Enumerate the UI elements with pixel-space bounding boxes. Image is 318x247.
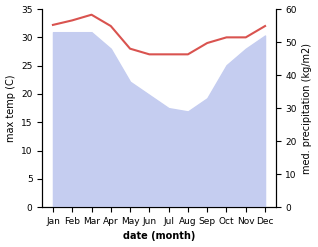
X-axis label: date (month): date (month) xyxy=(123,231,195,242)
Y-axis label: med. precipitation (kg/m2): med. precipitation (kg/m2) xyxy=(302,43,313,174)
Y-axis label: max temp (C): max temp (C) xyxy=(5,74,16,142)
